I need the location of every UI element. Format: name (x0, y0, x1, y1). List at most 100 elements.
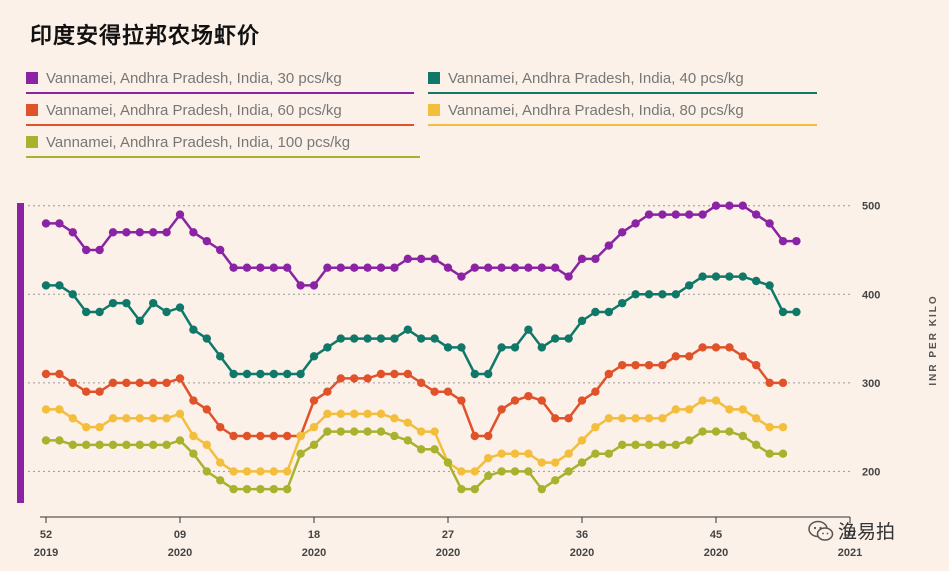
legend-item-80[interactable]: Vannamei, Andhra Pradesh, India, 80 pcs/… (428, 100, 817, 126)
point-3-0 (41, 405, 51, 414)
point-4-13 (216, 476, 225, 485)
point-2-55 (778, 378, 788, 388)
point-0-6 (122, 228, 131, 237)
point-3-43 (618, 414, 627, 423)
x-tick-year-07: 2021 (838, 547, 862, 559)
point-4-31 (457, 484, 466, 494)
point-2-16 (256, 431, 265, 441)
series-0 (41, 201, 801, 290)
legend-item-100[interactable]: Vannamei, Andhra Pradesh, India, 100 pcs… (26, 132, 420, 158)
point-4-25 (376, 427, 386, 436)
series-1 (41, 272, 801, 379)
legend-label-40: Vannamei, Andhra Pradesh, India, 40 pcs/… (448, 69, 744, 87)
point-1-13 (216, 352, 225, 361)
point-3-25 (376, 409, 386, 419)
x-tick-week-36: 36 (576, 529, 588, 541)
point-0-53 (752, 210, 761, 219)
point-4-16 (256, 484, 265, 494)
point-2-12 (202, 405, 211, 414)
point-1-1 (55, 281, 64, 290)
point-4-6 (122, 440, 131, 450)
point-4-43 (618, 440, 627, 450)
point-3-11 (189, 431, 198, 441)
point-4-26 (390, 431, 399, 441)
point-1-23 (350, 334, 359, 343)
point-2-27 (403, 369, 412, 379)
point-1-31 (457, 343, 466, 352)
point-3-32 (470, 467, 479, 476)
point-4-39 (564, 467, 573, 476)
point-1-40 (577, 316, 587, 326)
point-2-21 (323, 387, 332, 396)
point-2-25 (376, 369, 386, 379)
point-2-49 (698, 343, 707, 352)
point-4-9 (162, 440, 171, 450)
legend-item-40[interactable]: Vannamei, Andhra Pradesh, India, 40 pcs/… (428, 68, 817, 94)
point-2-9 (162, 378, 171, 388)
point-1-12 (202, 334, 211, 343)
point-1-29 (430, 334, 439, 343)
point-1-51 (725, 272, 734, 281)
point-0-3 (82, 245, 91, 255)
legend-item-30[interactable]: Vannamei, Andhra Pradesh, India, 30 pcs/… (26, 68, 414, 94)
point-1-6 (122, 298, 131, 308)
point-3-28 (417, 427, 426, 436)
point-0-23 (350, 263, 359, 272)
point-0-37 (537, 263, 546, 272)
legend-swatch-40 (428, 72, 440, 84)
point-2-6 (122, 378, 131, 388)
point-3-48 (685, 405, 694, 414)
x-tick-week-18: 18 (308, 529, 320, 541)
point-2-15 (242, 431, 252, 441)
point-4-22 (336, 427, 345, 436)
point-3-19 (296, 431, 305, 441)
point-3-55 (778, 422, 788, 432)
point-0-19 (296, 281, 305, 290)
point-3-36 (524, 449, 533, 458)
point-0-9 (162, 228, 171, 237)
point-4-54 (765, 449, 774, 458)
wechat-icon (808, 520, 834, 541)
point-3-6 (122, 414, 131, 423)
legend-swatch-80 (428, 104, 440, 116)
x-tick-week-27: 27 (442, 529, 454, 541)
point-1-10 (175, 303, 185, 312)
point-0-41 (591, 254, 600, 264)
point-3-17 (269, 467, 278, 476)
point-1-35 (510, 343, 520, 352)
point-3-15 (242, 467, 252, 476)
y-axis-label: INR PER KILO (928, 294, 939, 385)
legend-swatch-30 (26, 72, 38, 84)
point-4-45 (644, 440, 654, 450)
legend-item-60[interactable]: Vannamei, Andhra Pradesh, India, 60 pcs/… (26, 100, 414, 126)
point-4-5 (108, 440, 118, 450)
point-3-44 (631, 414, 640, 423)
point-0-48 (685, 210, 694, 219)
x-tick-week-45: 45 (710, 529, 722, 541)
point-1-55 (778, 307, 788, 317)
point-1-4 (95, 307, 104, 317)
point-2-11 (189, 396, 198, 405)
point-0-45 (644, 210, 654, 219)
point-1-34 (497, 343, 506, 352)
point-2-31 (457, 396, 466, 405)
point-2-32 (470, 431, 479, 441)
point-0-38 (551, 263, 560, 272)
point-3-41 (591, 422, 600, 432)
point-4-1 (55, 436, 64, 445)
point-2-2 (68, 378, 78, 388)
x-tick-labels: 52 2019 09 2020 18 2020 27 2020 36 2020 45 2020 07 20… (34, 517, 862, 559)
point-0-22 (336, 263, 345, 272)
point-4-4 (95, 440, 104, 450)
point-3-20 (309, 422, 319, 432)
point-0-24 (363, 263, 372, 272)
point-1-32 (470, 369, 479, 379)
point-0-13 (216, 245, 225, 255)
point-2-29 (430, 387, 439, 396)
point-2-1 (55, 369, 64, 379)
point-4-38 (551, 476, 560, 485)
point-1-43 (618, 298, 627, 308)
point-3-37 (537, 458, 546, 467)
point-2-20 (309, 396, 319, 405)
point-3-5 (108, 414, 118, 423)
